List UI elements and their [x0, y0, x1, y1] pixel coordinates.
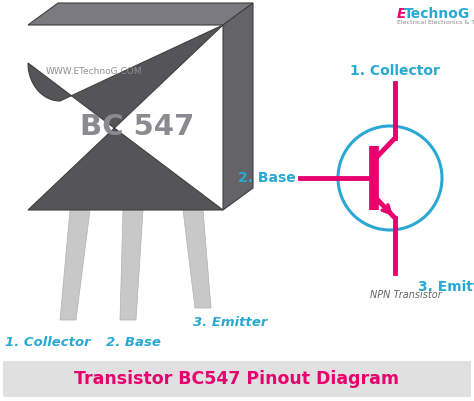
Text: E: E	[397, 7, 407, 21]
Text: 1. Collector: 1. Collector	[350, 64, 440, 78]
Text: 3. Emitter: 3. Emitter	[193, 316, 267, 329]
Polygon shape	[120, 210, 143, 320]
Polygon shape	[183, 210, 211, 308]
FancyBboxPatch shape	[3, 361, 471, 397]
Text: 1. Collector: 1. Collector	[5, 336, 91, 349]
Text: NPN Transistor: NPN Transistor	[370, 290, 442, 300]
Text: BC 547: BC 547	[80, 113, 195, 141]
Text: Electrical Electronics & Technology: Electrical Electronics & Technology	[397, 20, 474, 25]
Text: TechnoG: TechnoG	[404, 7, 470, 21]
Polygon shape	[223, 3, 253, 210]
Polygon shape	[28, 3, 253, 25]
Polygon shape	[28, 25, 223, 210]
Text: 2. Base: 2. Base	[106, 336, 161, 349]
Text: WWW.ETechnoG.COM: WWW.ETechnoG.COM	[46, 67, 143, 76]
Polygon shape	[60, 210, 90, 320]
Text: Transistor BC547 Pinout Diagram: Transistor BC547 Pinout Diagram	[74, 370, 400, 388]
Text: 2. Base: 2. Base	[238, 171, 296, 185]
Text: 3. Emitter: 3. Emitter	[418, 280, 474, 294]
